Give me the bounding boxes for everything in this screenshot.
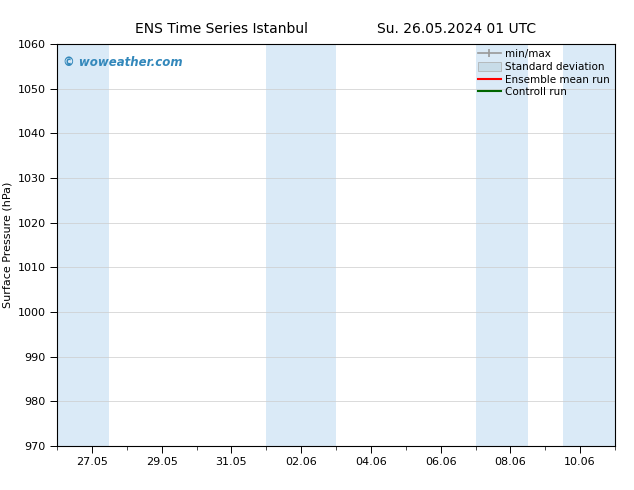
Legend: min/max, Standard deviation, Ensemble mean run, Controll run: min/max, Standard deviation, Ensemble me… [476, 47, 612, 99]
Bar [476, 44, 528, 446]
Y-axis label: Surface Pressure (hPa): Surface Pressure (hPa) [3, 182, 12, 308]
Bar [57, 44, 110, 446]
Text: © woweather.com: © woweather.com [63, 56, 182, 69]
Text: ENS Time Series Istanbul: ENS Time Series Istanbul [136, 22, 308, 36]
Bar [266, 44, 336, 446]
Text: Su. 26.05.2024 01 UTC: Su. 26.05.2024 01 UTC [377, 22, 536, 36]
Bar [563, 44, 615, 446]
